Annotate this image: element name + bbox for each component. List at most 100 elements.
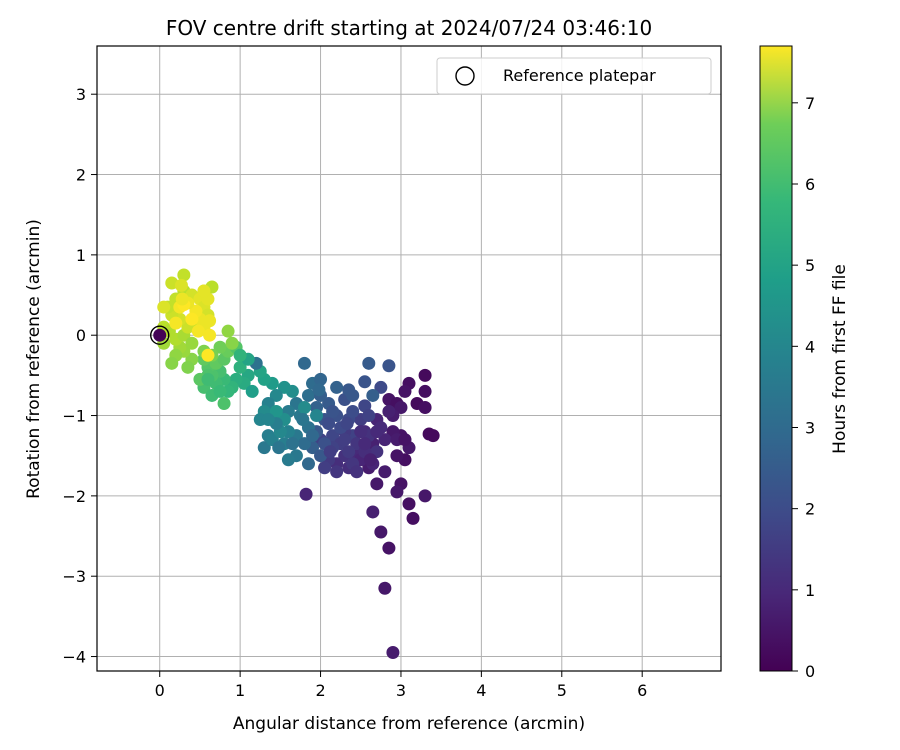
plot-frame xyxy=(96,45,722,672)
data-point xyxy=(418,489,432,503)
data-point xyxy=(390,485,404,499)
data-point xyxy=(378,433,392,447)
data-point xyxy=(233,360,247,374)
data-point xyxy=(285,437,299,451)
data-point xyxy=(330,465,344,479)
data-point xyxy=(370,477,384,491)
data-point xyxy=(326,405,340,419)
data-point xyxy=(346,388,360,402)
y-tick-label: −3 xyxy=(62,567,86,586)
data-point xyxy=(297,437,311,451)
colorbar-gradient xyxy=(759,45,793,672)
data-point xyxy=(323,445,337,459)
data-point xyxy=(378,581,392,595)
data-point xyxy=(314,372,328,386)
colorbar-label: Hours from first FF file xyxy=(830,264,850,454)
legend-label-reference: Reference platepar xyxy=(503,66,656,85)
x-tick-label: 1 xyxy=(235,681,245,700)
data-point xyxy=(185,336,199,350)
data-point xyxy=(350,465,364,479)
y-axis-label: Rotation from reference (arcmin) xyxy=(24,219,44,499)
colorbar-tick-label: 5 xyxy=(805,256,815,275)
data-point xyxy=(310,409,324,423)
data-point xyxy=(281,453,295,467)
data-point xyxy=(366,388,380,402)
data-point xyxy=(269,388,283,402)
data-point xyxy=(362,409,376,423)
x-tick-label: 2 xyxy=(315,681,325,700)
data-point xyxy=(426,429,440,443)
data-point xyxy=(338,433,352,447)
data-point xyxy=(221,324,235,338)
data-point xyxy=(175,292,189,306)
data-point xyxy=(362,356,376,370)
data-point xyxy=(346,405,360,419)
colorbar-tick-label: 3 xyxy=(805,418,815,437)
data-point xyxy=(374,525,388,539)
y-axis-ticks: −4 −3 −2 −1 0 1 2 3 xyxy=(62,85,97,667)
data-point xyxy=(374,380,388,394)
x-tick-label: 6 xyxy=(637,681,647,700)
x-tick-label: 4 xyxy=(476,681,486,700)
data-point xyxy=(185,312,199,326)
data-point xyxy=(418,368,432,382)
data-point xyxy=(174,278,188,292)
data-point xyxy=(153,328,167,342)
y-tick-label: 1 xyxy=(76,246,86,265)
colorbar-tick-label: 0 xyxy=(805,662,815,681)
legend: Reference platepar xyxy=(436,57,712,95)
y-tick-label: −4 xyxy=(62,648,86,667)
data-point xyxy=(418,384,432,398)
data-point xyxy=(245,384,259,398)
colorbar-ticks: 0 1 2 3 4 5 6 7 xyxy=(792,94,815,681)
data-point xyxy=(203,314,217,328)
data-point xyxy=(297,356,311,370)
data-point xyxy=(217,396,231,410)
data-point xyxy=(272,441,286,455)
data-point xyxy=(306,429,320,443)
legend-box xyxy=(436,57,712,95)
data-point xyxy=(382,541,396,555)
colorbar-tick-label: 1 xyxy=(805,581,815,600)
data-point xyxy=(340,417,354,431)
data-point xyxy=(358,375,372,389)
y-tick-label: −1 xyxy=(62,407,86,426)
x-tick-label: 0 xyxy=(155,681,165,700)
data-point xyxy=(296,413,310,427)
reference-platepar-marker xyxy=(150,325,170,345)
data-point xyxy=(197,284,211,298)
y-tick-label: 3 xyxy=(76,85,86,104)
data-point xyxy=(181,360,195,374)
data-point xyxy=(354,425,368,439)
data-point xyxy=(261,413,275,427)
data-point xyxy=(366,505,380,519)
x-axis-label: Angular distance from reference (arcmin) xyxy=(233,714,585,734)
y-tick-label: 2 xyxy=(76,166,86,185)
data-point xyxy=(201,372,215,386)
data-point xyxy=(378,465,392,479)
x-tick-label: 5 xyxy=(557,681,567,700)
data-point xyxy=(257,441,271,455)
data-point xyxy=(382,359,396,373)
data-point xyxy=(169,316,183,330)
data-point xyxy=(203,328,217,342)
data-point xyxy=(418,401,432,415)
data-point xyxy=(299,487,313,501)
data-point xyxy=(370,425,384,439)
data-point xyxy=(201,348,215,362)
data-point xyxy=(157,300,171,314)
data-point xyxy=(402,497,416,511)
data-point xyxy=(301,388,315,402)
data-point xyxy=(382,405,396,419)
x-axis-ticks: 0 1 2 3 4 5 6 xyxy=(155,671,647,700)
data-point xyxy=(213,384,227,398)
data-point xyxy=(394,401,408,415)
data-point xyxy=(213,340,227,354)
colorbar-tick-label: 7 xyxy=(805,94,815,113)
data-point xyxy=(233,348,247,362)
legend-marker-reference xyxy=(455,66,475,86)
data-point xyxy=(342,445,356,459)
chart-title: FOV centre drift starting at 2024/07/24 … xyxy=(166,16,652,40)
data-point xyxy=(312,383,326,397)
